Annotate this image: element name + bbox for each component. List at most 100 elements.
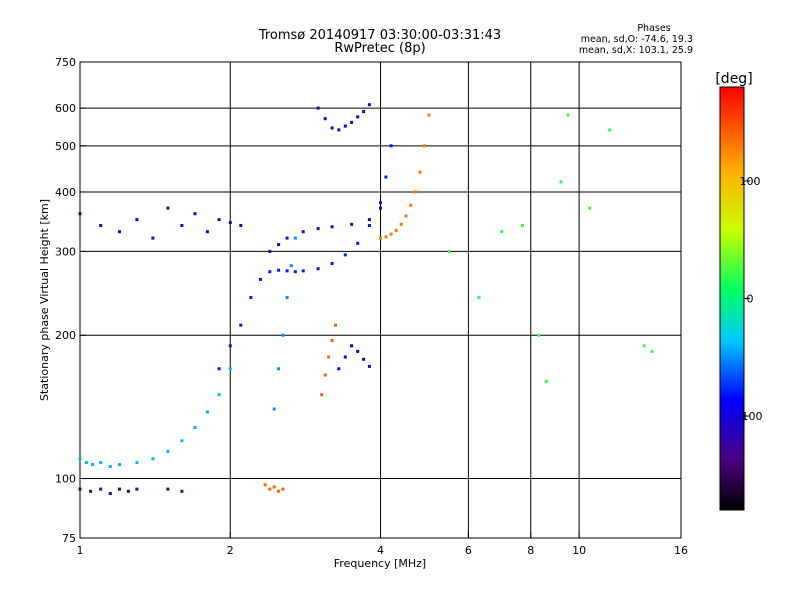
y-tick-label: 500	[55, 140, 76, 153]
echo-point	[367, 364, 371, 368]
echo-point	[166, 206, 170, 210]
echo-point	[293, 236, 297, 240]
grid-lines	[80, 62, 681, 538]
echo-point	[427, 113, 431, 117]
echo-point	[334, 323, 337, 327]
colorbar-ticks: 100 0 -100	[738, 175, 763, 423]
echo-point	[559, 180, 563, 184]
echo-point	[367, 103, 371, 107]
echo-point	[239, 224, 243, 227]
echo-point	[193, 426, 197, 429]
echo-point	[78, 212, 82, 216]
echo-point	[389, 232, 393, 236]
data-points	[78, 103, 654, 495]
echo-point	[343, 124, 347, 128]
colorbar-tick-label: 100	[740, 175, 761, 188]
echo-point	[99, 224, 103, 227]
echo-point	[205, 230, 209, 234]
echo-point	[367, 224, 371, 227]
echo-point	[217, 218, 221, 222]
echo-point	[180, 489, 184, 493]
echo-point	[362, 110, 366, 114]
echo-point	[399, 222, 403, 226]
echo-point	[151, 457, 155, 461]
y-tick-label: 75	[62, 532, 76, 545]
colorbar-tick-label: 0	[747, 293, 754, 306]
echo-point	[379, 206, 382, 210]
echo-point	[118, 487, 121, 491]
echo-point	[350, 222, 354, 226]
echo-point	[566, 113, 570, 117]
echo-point	[607, 128, 611, 132]
echo-point	[356, 115, 360, 119]
x-tick-label: 16	[674, 544, 688, 557]
echo-point	[327, 355, 331, 359]
echo-point	[277, 268, 281, 272]
echo-point	[323, 373, 327, 377]
x-axis-ticks: 1 2 4 6 8 10 16	[77, 532, 688, 557]
phase-stats-x: mean, sd,X: 103.1, 25.9	[579, 45, 693, 56]
echo-point	[337, 128, 341, 132]
echo-point	[337, 367, 341, 371]
echo-point	[228, 367, 232, 371]
colorbar-tick-label: -100	[738, 410, 763, 423]
echo-point	[537, 333, 541, 337]
y-axis-label: Stationary phase Virtual Height [km]	[38, 199, 51, 401]
chart-title: Tromsø 20140917 03:30:00-03:31:43	[258, 28, 501, 43]
y-tick-label: 750	[55, 56, 76, 69]
echo-point	[394, 229, 398, 232]
x-tick-label: 2	[227, 544, 234, 557]
echo-point	[277, 367, 281, 371]
y-axis-ticks: 75 100 200 300 400 500 600 750	[55, 56, 86, 545]
echo-point	[272, 485, 276, 489]
echo-point	[135, 487, 139, 491]
echo-point	[89, 489, 93, 493]
echo-point	[477, 296, 481, 299]
echo-point	[316, 267, 320, 271]
echo-point	[277, 489, 281, 493]
phase-stats-o: mean, sd,O: -74.6, 19.3	[581, 34, 693, 45]
echo-point	[249, 296, 253, 299]
y-tick-label: 200	[55, 329, 76, 342]
echo-point	[277, 243, 281, 247]
echo-point	[323, 117, 327, 121]
echo-point	[272, 407, 276, 411]
y-tick-label: 100	[55, 473, 76, 486]
y-tick-label: 400	[55, 186, 76, 199]
echo-point	[268, 487, 272, 491]
echo-point	[268, 270, 272, 274]
echo-point	[99, 461, 103, 465]
echo-point	[301, 269, 305, 273]
echo-point	[91, 463, 95, 466]
echo-point	[78, 457, 82, 461]
echo-point	[379, 236, 382, 240]
echo-point	[316, 227, 320, 231]
echo-point	[544, 379, 548, 383]
echo-point	[281, 487, 285, 491]
chart-subtitle: RwPretec (8p)	[334, 41, 425, 56]
echo-point	[320, 393, 324, 397]
echo-point	[118, 463, 121, 466]
echo-point	[99, 487, 103, 491]
echo-point	[588, 206, 592, 210]
echo-point	[281, 333, 285, 337]
echo-point	[293, 270, 297, 274]
echo-point	[409, 203, 413, 207]
echo-point	[180, 439, 184, 443]
echo-point	[217, 393, 221, 397]
echo-point	[108, 492, 112, 495]
echo-point	[151, 236, 155, 240]
echo-point	[650, 349, 654, 353]
echo-point	[126, 489, 130, 493]
echo-point	[367, 218, 371, 222]
echo-point	[166, 449, 170, 453]
echo-point	[118, 230, 121, 234]
echo-point	[500, 230, 504, 234]
echo-point	[404, 214, 408, 218]
echo-point	[423, 144, 426, 148]
echo-point	[379, 201, 382, 205]
x-tick-label: 10	[572, 544, 586, 557]
colorbar-label: [deg]	[715, 71, 752, 87]
echo-point	[108, 465, 112, 468]
